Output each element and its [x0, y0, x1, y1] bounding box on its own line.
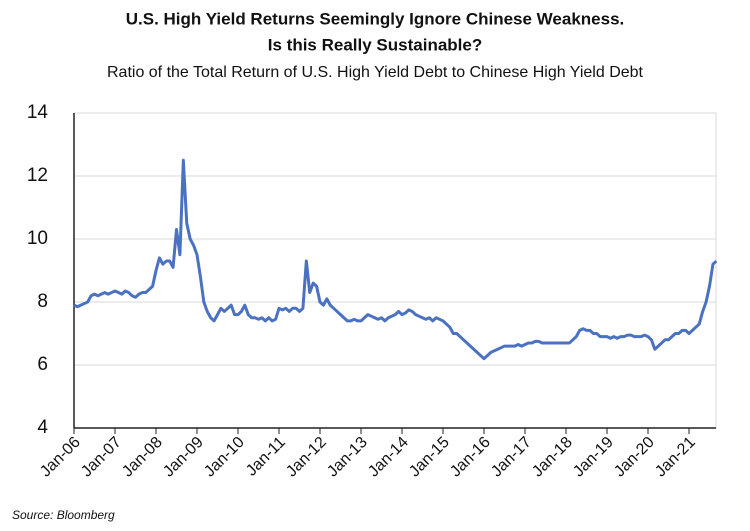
x-tick-label: Jan-18	[529, 434, 576, 481]
source: Source: Bloomberg	[12, 508, 115, 522]
x-tick-label: Jan-16	[447, 434, 494, 481]
data-line	[73, 158, 718, 361]
x-tick-label: Jan-20	[611, 434, 658, 481]
x-tick-label: Jan-10	[201, 434, 248, 481]
x-tick-label: Jan-11	[243, 434, 289, 480]
plot-border	[73, 112, 717, 429]
x-tick-label: Jan-14	[365, 434, 412, 481]
x-tick-label: Jan-08	[119, 434, 166, 481]
x-tick-label: Jan-17	[488, 434, 535, 481]
x-tick-label: Jan-15	[406, 434, 453, 481]
x-tick-label: Jan-21	[652, 434, 699, 481]
x-tick-label: Jan-19	[570, 434, 617, 481]
x-tick-label: Jan-13	[324, 434, 371, 481]
x-tick-label: Jan-07	[78, 434, 125, 481]
chart-title: Is this Really Sustainable?	[268, 35, 482, 54]
y-tick-label: 10	[27, 228, 48, 249]
y-tick-label: 12	[27, 165, 48, 186]
x-tick-label: Jan-06	[37, 434, 84, 481]
y-tick-label: 14	[27, 102, 49, 123]
y-tick-label: 4	[37, 417, 48, 438]
chart-title: U.S. High Yield Returns Seemingly Ignore…	[126, 9, 625, 28]
x-tick-label: Jan-12	[283, 434, 330, 481]
x-tick-label: Jan-09	[160, 434, 207, 481]
chart-subtitle: Ratio of the Total Return of U.S. High Y…	[107, 64, 644, 81]
y-tick-label: 6	[37, 354, 48, 375]
y-tick-label: 8	[37, 291, 48, 312]
